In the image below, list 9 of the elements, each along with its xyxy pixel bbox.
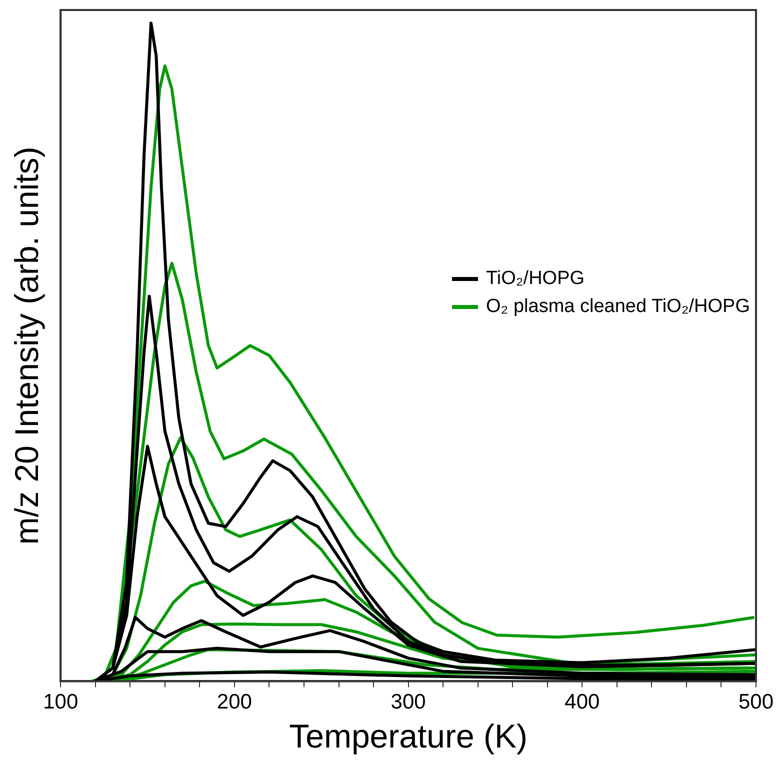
- legend-label: TiO₂/HOPG: [486, 267, 585, 292]
- x-tick-label: 100: [43, 690, 78, 714]
- x-axis-title: Temperature (K): [289, 717, 528, 754]
- legend-label: O₂ plasma cleaned TiO₂/HOPG: [486, 295, 750, 320]
- x-tick-label: 300: [390, 690, 426, 714]
- x-tick-label: 200: [216, 690, 252, 714]
- x-tick-label: 500: [738, 690, 774, 714]
- y-axis-title: m/z 20 Intensity (arb. units): [8, 146, 45, 545]
- x-tick-label: 400: [564, 690, 600, 714]
